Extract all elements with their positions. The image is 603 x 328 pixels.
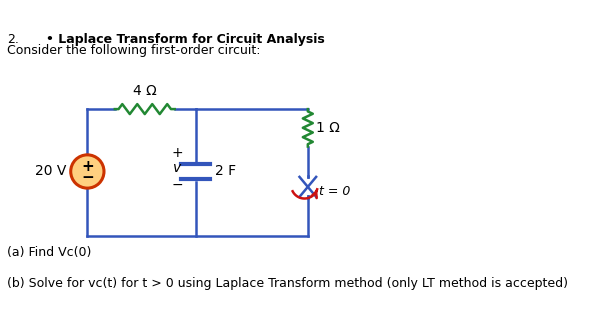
Text: Consider the following first-order circuit:: Consider the following first-order circu…	[7, 44, 260, 57]
Text: +: +	[81, 159, 93, 174]
Circle shape	[71, 155, 104, 188]
Text: (a) Find Vc(0): (a) Find Vc(0)	[7, 246, 91, 259]
Text: 1 Ω: 1 Ω	[316, 121, 340, 135]
Text: −: −	[81, 170, 93, 185]
Text: t = 0: t = 0	[320, 185, 351, 197]
Text: 2.: 2.	[7, 32, 19, 46]
Text: • Laplace Transform for Circuit Analysis: • Laplace Transform for Circuit Analysis	[46, 32, 324, 46]
Text: 4 Ω: 4 Ω	[133, 84, 157, 98]
Text: 2 F: 2 F	[215, 164, 236, 178]
Text: 20 V: 20 V	[35, 164, 66, 178]
Text: −: −	[171, 178, 183, 192]
Text: +: +	[171, 146, 183, 160]
Text: (b) Solve for vc(t) for t > 0 using Laplace Transform method (only LT method is : (b) Solve for vc(t) for t > 0 using Lapl…	[7, 277, 567, 290]
Text: v: v	[173, 161, 182, 175]
